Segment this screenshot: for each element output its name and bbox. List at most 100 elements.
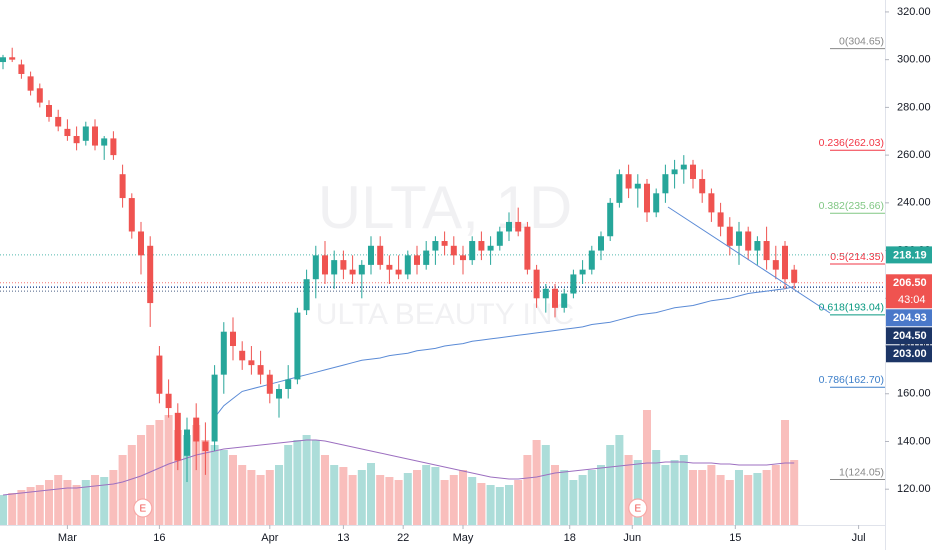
volume-bar (504, 485, 513, 525)
candle-body (82, 126, 89, 141)
candle-body (469, 241, 476, 261)
volume-bar (26, 487, 35, 525)
candle-body (55, 116, 62, 127)
candle-body (303, 279, 310, 311)
candle-body (487, 245, 494, 251)
price-label-box (886, 309, 932, 327)
volume-bar (578, 475, 587, 525)
candle-body (450, 245, 457, 256)
volume-bar (569, 480, 578, 525)
volume-bar (458, 470, 467, 525)
x-tick-label: Mar (58, 532, 77, 544)
candle-body (763, 241, 770, 261)
price-label-box (886, 274, 932, 309)
volume-bar (560, 470, 569, 525)
volume-bar (127, 445, 136, 525)
candle-body (165, 393, 172, 409)
candle-body (202, 441, 209, 452)
candle-body (45, 105, 52, 117)
candle-body (432, 241, 439, 251)
candle-body (616, 174, 623, 203)
price-label: 206.50 (893, 277, 927, 289)
y-tick-label: 320.00 (897, 6, 931, 18)
candle-body (588, 250, 595, 270)
candle-body (726, 226, 733, 246)
candle-body (625, 174, 632, 189)
volume-bar (587, 470, 596, 525)
candle-body (505, 221, 512, 232)
candle-body (395, 269, 402, 275)
volume-bar (348, 475, 357, 525)
candle-body (413, 255, 420, 265)
candle-body (147, 245, 154, 304)
candle-body (551, 288, 558, 308)
price-label-box (886, 327, 932, 345)
candle-body (607, 202, 614, 237)
volume-bar (265, 470, 274, 525)
y-tick-label: 240.00 (897, 197, 931, 209)
volume-bar (192, 425, 201, 525)
candle-body (174, 412, 181, 461)
candle-body (735, 231, 742, 246)
fib-label: 0.618(193.04) (819, 302, 884, 314)
candle-body (331, 260, 338, 275)
candle-body (533, 269, 540, 299)
volume-bar (339, 467, 348, 525)
volume-bar (109, 470, 118, 525)
volume-bar (449, 475, 458, 525)
volume-bar (642, 410, 651, 525)
volume-bar (661, 465, 670, 525)
candle-body (36, 88, 43, 103)
volume-bar (330, 465, 339, 525)
fib-label: 0.382(235.66) (819, 200, 884, 212)
volume-bar (477, 483, 486, 525)
volume-bar (247, 470, 256, 525)
candle-body (349, 269, 356, 275)
watermark: ULTA, 1D (318, 174, 573, 241)
volume-bar (210, 445, 219, 525)
candle-body (18, 64, 25, 74)
candle-body (367, 245, 374, 265)
y-tick-label: 280.00 (897, 101, 931, 113)
candle-body (321, 255, 328, 275)
volume-bar (35, 485, 44, 525)
candle-body (193, 417, 200, 442)
price-countdown: 43:04 (898, 294, 926, 306)
candle-body (9, 57, 16, 60)
y-tick-label: 300.00 (897, 54, 931, 66)
candle-body (358, 264, 365, 275)
fib-label: 0(304.65) (839, 35, 884, 47)
x-tick-label: Jun (623, 532, 641, 544)
candle-body (377, 245, 384, 265)
candle-body (708, 193, 715, 213)
watermark-name: ULTA BEAUTY INC (316, 298, 574, 331)
candle-body (680, 164, 687, 170)
volume-bar (606, 445, 615, 525)
volume-bar (44, 480, 53, 525)
volume-bar (596, 465, 605, 525)
fib-label: 1(124.05) (839, 466, 884, 478)
volume-bar (698, 470, 707, 525)
volume-bar (403, 473, 412, 525)
trend-line (667, 206, 831, 314)
candle-body (294, 312, 301, 380)
candle-body (340, 260, 347, 270)
y-tick-label: 120.00 (897, 483, 931, 495)
volume-bar (615, 435, 624, 525)
fib-label: 0.5(214.35) (830, 251, 884, 263)
price-layer: 0(304.65) 0.236(262.03) 0.382(235.66) 0.5(2… (0, 35, 885, 518)
price-label: 204.50 (893, 330, 927, 342)
volume-bar (302, 435, 311, 525)
volume-bar (219, 450, 228, 525)
candle-body (423, 250, 430, 265)
volume-bar (541, 445, 550, 525)
volume-bar (136, 435, 145, 525)
candle-body (561, 293, 568, 308)
volume-bar (771, 465, 780, 525)
candle-body (781, 245, 788, 280)
candle-body (717, 212, 724, 227)
candle-body (266, 374, 273, 394)
volume-bar (155, 420, 164, 525)
ma-line (214, 286, 795, 418)
volume-bar (734, 470, 743, 525)
